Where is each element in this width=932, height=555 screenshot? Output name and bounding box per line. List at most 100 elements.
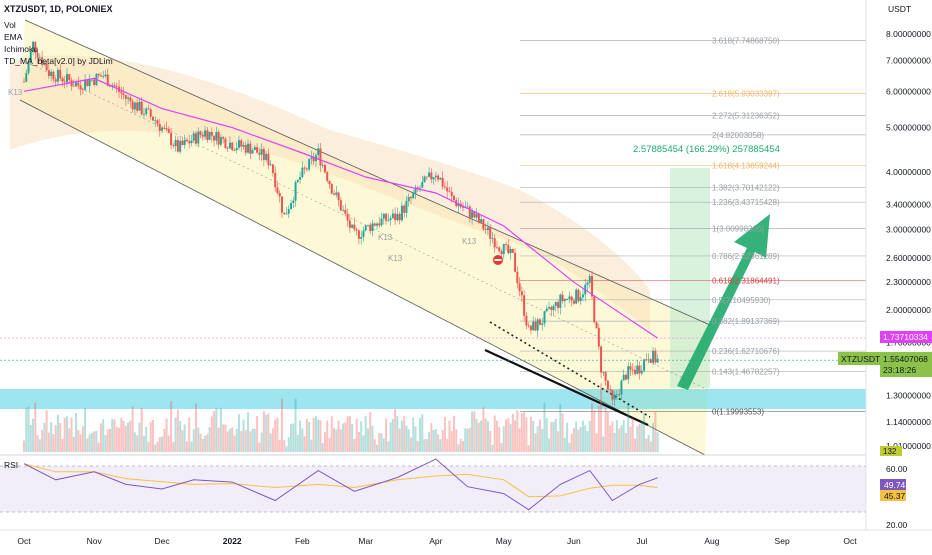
candle-body[interactable] bbox=[235, 147, 238, 151]
candle-body[interactable] bbox=[231, 142, 234, 151]
candle-body[interactable] bbox=[149, 109, 152, 117]
candle-body[interactable] bbox=[294, 182, 297, 201]
candle-body[interactable] bbox=[620, 380, 623, 395]
candle-body[interactable] bbox=[342, 209, 345, 211]
channel-lower-line[interactable] bbox=[19, 99, 706, 456]
candle-body[interactable] bbox=[93, 79, 96, 85]
candle-body[interactable] bbox=[36, 52, 39, 58]
candle-body[interactable] bbox=[466, 206, 469, 208]
candle-body[interactable] bbox=[586, 282, 589, 285]
candle-body[interactable] bbox=[99, 75, 102, 77]
candle-body[interactable] bbox=[206, 130, 209, 140]
indicator-td-ma[interactable]: TD_MA_beta[v2.0] by JDLim bbox=[4, 56, 113, 66]
candle-body[interactable] bbox=[242, 145, 245, 147]
ema-line[interactable] bbox=[23, 77, 658, 339]
candle-body[interactable] bbox=[296, 179, 299, 183]
candle-body[interactable] bbox=[50, 71, 53, 76]
wedge-lower-solid[interactable] bbox=[484, 349, 649, 426]
candle-body[interactable] bbox=[142, 114, 145, 115]
candle-body[interactable] bbox=[611, 389, 614, 400]
candle-body[interactable] bbox=[643, 359, 646, 371]
candle-body[interactable] bbox=[509, 248, 512, 254]
candle-body[interactable] bbox=[303, 167, 306, 169]
candle-body[interactable] bbox=[398, 213, 401, 221]
candle-body[interactable] bbox=[414, 187, 417, 194]
candle-body[interactable] bbox=[27, 61, 30, 74]
candle-body[interactable] bbox=[373, 223, 376, 226]
candle-body[interactable] bbox=[271, 164, 274, 173]
candle-body[interactable] bbox=[577, 289, 580, 301]
candle-body[interactable] bbox=[385, 213, 388, 221]
candle-body[interactable] bbox=[222, 137, 225, 139]
candle-body[interactable] bbox=[622, 374, 625, 381]
candle-body[interactable] bbox=[520, 291, 523, 296]
candle-body[interactable] bbox=[188, 141, 191, 144]
candle-body[interactable] bbox=[124, 95, 127, 99]
candle-body[interactable] bbox=[23, 81, 25, 83]
candle-body[interactable] bbox=[448, 191, 451, 193]
candle-body[interactable] bbox=[541, 323, 544, 325]
candle-body[interactable] bbox=[473, 211, 476, 218]
indicator-vol[interactable]: Vol bbox=[4, 20, 16, 30]
descending-channel[interactable] bbox=[20, 20, 710, 455]
candle-body[interactable] bbox=[536, 319, 539, 331]
candle-body[interactable] bbox=[301, 167, 304, 177]
candle-body[interactable] bbox=[353, 224, 356, 230]
candle-body[interactable] bbox=[34, 41, 37, 53]
candle-body[interactable] bbox=[43, 63, 46, 65]
candle-body[interactable] bbox=[290, 203, 293, 210]
candle-body[interactable] bbox=[310, 157, 313, 159]
candle-body[interactable] bbox=[500, 251, 503, 255]
candle-body[interactable] bbox=[396, 213, 399, 221]
candle-body[interactable] bbox=[163, 127, 166, 129]
candle-body[interactable] bbox=[629, 366, 632, 370]
candle-body[interactable] bbox=[615, 394, 618, 396]
candle-body[interactable] bbox=[41, 57, 44, 65]
price-axis-ticks[interactable]: 8.00000000 7.00000000 6.00000000 5.00000000… bbox=[886, 29, 931, 451]
candle-body[interactable] bbox=[129, 97, 132, 102]
channel-upper-line[interactable] bbox=[24, 19, 711, 326]
candle-body[interactable] bbox=[172, 145, 175, 146]
candle-body[interactable] bbox=[591, 276, 594, 297]
candle-body[interactable] bbox=[283, 212, 286, 215]
candle-body[interactable] bbox=[90, 79, 93, 81]
candle-body[interactable] bbox=[204, 130, 207, 137]
candle-body[interactable] bbox=[452, 196, 455, 201]
candle-body[interactable] bbox=[570, 296, 573, 301]
candle-body[interactable] bbox=[319, 148, 322, 166]
candle-body[interactable] bbox=[199, 131, 202, 135]
candle-body[interactable] bbox=[278, 192, 281, 197]
candle-body[interactable] bbox=[362, 230, 365, 237]
candle-body[interactable] bbox=[443, 186, 446, 188]
candle-body[interactable] bbox=[609, 389, 612, 391]
candle-body[interactable] bbox=[652, 350, 655, 363]
candle-body[interactable] bbox=[292, 200, 295, 204]
candle-body[interactable] bbox=[618, 394, 621, 396]
candle-body[interactable] bbox=[228, 142, 231, 149]
candle-body[interactable] bbox=[527, 325, 530, 327]
candle-body[interactable] bbox=[529, 325, 532, 331]
candle-body[interactable] bbox=[29, 51, 32, 62]
candle-body[interactable] bbox=[133, 102, 136, 110]
candle-body[interactable] bbox=[253, 147, 256, 150]
candle-body[interactable] bbox=[258, 152, 261, 155]
support-zone[interactable] bbox=[0, 389, 866, 409]
candle-body[interactable] bbox=[63, 81, 66, 83]
candle-body[interactable] bbox=[158, 123, 161, 131]
candle-body[interactable] bbox=[237, 140, 240, 148]
candle-body[interactable] bbox=[25, 73, 28, 82]
candle-body[interactable] bbox=[391, 213, 394, 219]
candle-body[interactable] bbox=[498, 247, 501, 252]
candle-body[interactable] bbox=[654, 350, 657, 363]
candle-body[interactable] bbox=[217, 132, 220, 145]
candle-body[interactable] bbox=[405, 201, 408, 213]
candle-body[interactable] bbox=[400, 205, 403, 221]
candle-body[interactable] bbox=[233, 150, 236, 151]
candle-body[interactable] bbox=[269, 164, 272, 166]
candle-body[interactable] bbox=[344, 209, 347, 214]
candle-body[interactable] bbox=[545, 308, 548, 312]
candle-body[interactable] bbox=[138, 101, 141, 111]
candle-body[interactable] bbox=[47, 70, 50, 76]
candle-body[interactable] bbox=[437, 175, 440, 180]
